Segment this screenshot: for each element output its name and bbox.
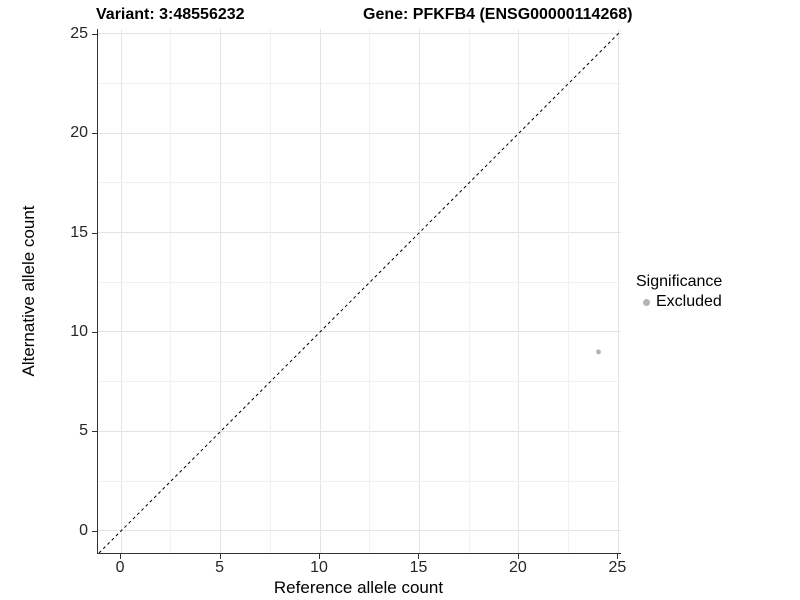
y-tick-mark [92, 33, 97, 35]
y-tick-label: 0 [79, 521, 88, 539]
x-major-gridline [518, 29, 520, 553]
y-minor-gridline [98, 381, 621, 383]
x-axis-title: Reference allele count [273, 578, 444, 597]
y-tick-label: 20 [70, 124, 88, 142]
x-minor-gridline [269, 29, 271, 553]
excluded-point-icon [643, 298, 650, 306]
x-major-gridline [220, 29, 222, 553]
x-tick-label: 0 [115, 559, 125, 576]
y-tick-mark [92, 232, 97, 234]
x-tick-label: 5 [215, 559, 224, 576]
y-major-gridline [98, 232, 621, 233]
legend: Significance Excluded [636, 272, 722, 311]
y-tick-label: 15 [70, 223, 88, 241]
y-minor-gridline [98, 281, 621, 283]
x-minor-gridline [369, 29, 371, 553]
plot-canvas [98, 30, 621, 553]
x-tick-mark [617, 554, 619, 559]
x-major-gridline [617, 29, 619, 553]
y-major-gridline [98, 530, 621, 532]
y-tick-label: 10 [70, 322, 88, 340]
y-major-gridline [98, 132, 621, 134]
x-tick-mark [418, 554, 420, 559]
x-tick-mark [219, 554, 221, 559]
x-tick-label: 25 [608, 559, 627, 576]
data-point-excluded [596, 349, 601, 355]
x-tick-label: 10 [310, 559, 328, 576]
y-tick-label: 25 [70, 24, 88, 42]
y-major-gridline [98, 430, 621, 432]
y-tick-mark [92, 331, 97, 333]
y-minor-gridline [98, 480, 621, 482]
plot-title-variant: Variant: 3:48556232 [96, 6, 245, 23]
x-minor-gridline [468, 29, 470, 553]
legend-item-excluded: Excluded [643, 293, 722, 311]
x-minor-gridline [170, 29, 172, 553]
plot-title-gene: Gene: PFKFB4 (ENSG00000114268) [363, 6, 633, 23]
x-tick-mark [319, 554, 320, 559]
identity-reference-line [98, 30, 621, 553]
y-tick-mark [92, 133, 97, 135]
legend-item-label: Excluded [656, 293, 722, 310]
y-minor-gridline [98, 182, 621, 184]
y-tick-mark [92, 530, 97, 532]
legend-title: Significance [636, 273, 723, 290]
y-major-gridline [98, 33, 621, 35]
y-minor-gridline [98, 82, 621, 84]
plot-panel [97, 29, 621, 554]
y-major-gridline [98, 331, 621, 333]
x-tick-mark [517, 554, 519, 559]
x-tick-mark [120, 554, 122, 559]
y-tick-label: 5 [79, 422, 88, 440]
x-major-gridline [418, 29, 420, 553]
x-major-gridline [319, 29, 321, 553]
x-minor-gridline [568, 29, 570, 553]
x-major-gridline [120, 29, 122, 553]
x-tick-label: 20 [509, 559, 527, 576]
y-tick-mark [92, 431, 97, 433]
x-tick-label: 15 [409, 559, 428, 576]
